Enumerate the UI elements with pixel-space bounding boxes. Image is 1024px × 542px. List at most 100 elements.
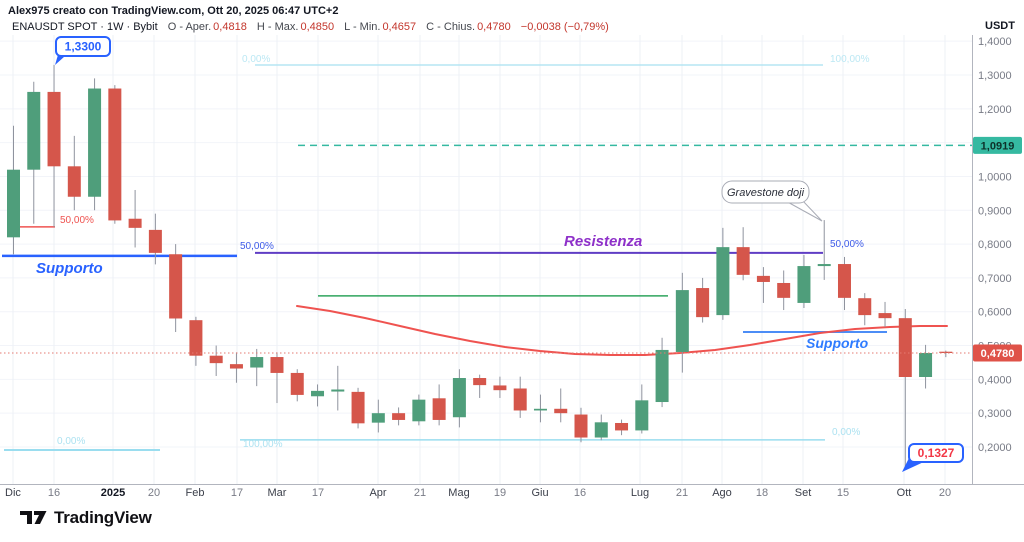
- candle-2025-09-22[interactable]: [858, 293, 872, 326]
- candle-2025-02-24[interactable]: [250, 348, 264, 387]
- candle-2025-03-31[interactable]: [351, 387, 365, 429]
- candle-2025-04-28[interactable]: [432, 384, 446, 426]
- price-tick: 1,3000: [978, 70, 1012, 82]
- candle-2025-05-26[interactable]: [513, 376, 527, 418]
- candle-2025-09-01[interactable]: [797, 254, 811, 309]
- candles[interactable]: [7, 64, 953, 470]
- time-tick: Ago: [712, 487, 732, 499]
- time-axis[interactable]: Dic 16 2025 20 Feb 17 Mar 17 Apr 21 Mag 19 Giu 16 Lug 2…: [5, 487, 951, 499]
- candle-2025-08-11[interactable]: [736, 227, 750, 281]
- fib-line-50-purple[interactable]: 50,00% 50,00%: [240, 239, 864, 254]
- label-supporto-left[interactable]: Supporto: [36, 260, 103, 277]
- fib-line-bottom[interactable]: 100,00% 0,00%: [240, 427, 860, 450]
- candle-2025-03-17[interactable]: [311, 384, 325, 407]
- fib-line-50-red[interactable]: 50,00%: [18, 215, 94, 228]
- time-tick: 19: [494, 487, 506, 499]
- candle-2025-02-10[interactable]: [209, 345, 223, 376]
- candle-2025-08-18[interactable]: [756, 267, 770, 303]
- candle-2024-12-09[interactable]: [27, 81, 41, 224]
- candle-2025-06-16[interactable]: [574, 407, 588, 443]
- label-resistenza[interactable]: Resistenza: [564, 233, 642, 250]
- fib-line-top[interactable]: 0,00% 100,00%: [242, 54, 870, 66]
- candle-2025-09-15[interactable]: [837, 256, 851, 311]
- low-price-callout-text: 0,1327: [918, 446, 955, 460]
- time-tick: Lug: [631, 487, 649, 499]
- candle-2025-10-13[interactable]: [919, 344, 933, 389]
- svg-text:1,0919: 1,0919: [981, 140, 1015, 152]
- time-tick: Mag: [448, 487, 469, 499]
- candle-2025-02-17[interactable]: [229, 352, 243, 383]
- candle-2025-07-21[interactable]: [675, 272, 689, 373]
- candle-2025-10-06[interactable]: [898, 309, 912, 470]
- price-tick: 1,4000: [978, 36, 1012, 48]
- symbol-info-bar: ENAUSDT SPOT · 1W · Bybit O - Aper. 0,481…: [12, 21, 609, 33]
- tradingview-logo-text: TradingView: [54, 508, 152, 527]
- candle-2025-01-06[interactable]: [108, 85, 122, 224]
- time-tick: Giu: [531, 487, 548, 499]
- candle-2025-06-09[interactable]: [554, 388, 568, 423]
- candle-2024-12-30[interactable]: [88, 78, 102, 211]
- candle-2025-04-21[interactable]: [412, 394, 426, 426]
- candle-2025-09-29[interactable]: [878, 301, 892, 327]
- candle-2025-10-20[interactable]: [939, 350, 953, 358]
- candle-2025-04-14[interactable]: [392, 407, 406, 426]
- candle-2025-03-24[interactable]: [331, 365, 345, 411]
- time-tick: Mar: [268, 487, 287, 499]
- candle-2025-09-08[interactable]: [817, 220, 831, 280]
- candle-2025-01-20[interactable]: [148, 213, 162, 265]
- candle-2025-07-28[interactable]: [696, 277, 710, 323]
- fib-line-bottom-left[interactable]: 0,00%: [4, 436, 160, 452]
- price-tick: 1,0000: [978, 171, 1012, 183]
- candle-2025-05-12[interactable]: [473, 374, 487, 398]
- time-tick: 17: [231, 487, 243, 499]
- candle-2025-01-27[interactable]: [169, 244, 183, 333]
- price-axis[interactable]: 1,4000 1,3000 1,2000 1,0000 0,9000 0,8000 0,70…: [973, 36, 1022, 454]
- candle-2025-04-07[interactable]: [371, 399, 385, 433]
- candle-2025-08-25[interactable]: [777, 270, 791, 311]
- open-value: 0,4818: [213, 21, 247, 33]
- high-price-callout[interactable]: 1,3300: [55, 36, 111, 65]
- candle-2024-12-23[interactable]: [67, 135, 81, 211]
- time-tick: Feb: [186, 487, 205, 499]
- change-value: −0,0038 (−0,79%): [520, 21, 609, 33]
- ma-line[interactable]: [296, 305, 948, 356]
- price-tick: 0,7000: [978, 273, 1012, 285]
- gravestone-doji-callout-text: Gravestone doji: [727, 187, 805, 199]
- time-tick: Ott: [897, 487, 912, 499]
- time-tick: Apr: [369, 487, 386, 499]
- price-tick: 0,6000: [978, 307, 1012, 319]
- candle-2025-03-10[interactable]: [290, 369, 304, 402]
- candle-2025-07-14[interactable]: [655, 337, 669, 408]
- candle-2025-06-02[interactable]: [533, 394, 547, 423]
- candle-2025-07-07[interactable]: [635, 384, 649, 434]
- price-tick: 1,2000: [978, 104, 1012, 116]
- candle-2025-05-19[interactable]: [493, 376, 507, 398]
- symbol-title[interactable]: ENAUSDT SPOT · 1W · Bybit: [12, 21, 158, 33]
- candle-2025-08-04[interactable]: [716, 227, 730, 320]
- time-tick: 17: [312, 487, 324, 499]
- tradingview-logo[interactable]: TradingView: [20, 508, 152, 528]
- high-value: 0,4850: [300, 21, 335, 33]
- gravestone-doji-callout[interactable]: Gravestone doji: [721, 180, 823, 222]
- candle-2025-03-03[interactable]: [270, 352, 284, 404]
- candle-2025-01-13[interactable]: [128, 189, 142, 248]
- label-supporto-right[interactable]: Supporto: [806, 335, 869, 351]
- fib-line-bottom-label: 0,00%: [832, 427, 860, 438]
- currency-label[interactable]: USDT: [985, 20, 1015, 32]
- candle-2025-06-23[interactable]: [594, 414, 608, 441]
- time-tick: 16: [48, 487, 60, 499]
- fib-line-bottom-left-label: 0,00%: [57, 436, 85, 447]
- fib-line-top-label: 0,00%: [242, 54, 270, 65]
- candle-2025-02-03[interactable]: [189, 316, 203, 366]
- fib-line-50-red-label: 50,00%: [60, 215, 94, 226]
- candle-2024-12-16[interactable]: [47, 64, 61, 228]
- time-tick: Set: [795, 487, 812, 499]
- fib-line-50-purple-label: 50,00%: [240, 241, 274, 252]
- low-price-callout[interactable]: 0,1327: [902, 443, 964, 472]
- time-tick: 2025: [101, 487, 125, 499]
- candle-2025-05-05[interactable]: [452, 369, 466, 428]
- candle-2025-06-30[interactable]: [615, 419, 629, 436]
- candle-2024-12-02[interactable]: [7, 125, 20, 255]
- price-tick: 0,9000: [978, 205, 1012, 217]
